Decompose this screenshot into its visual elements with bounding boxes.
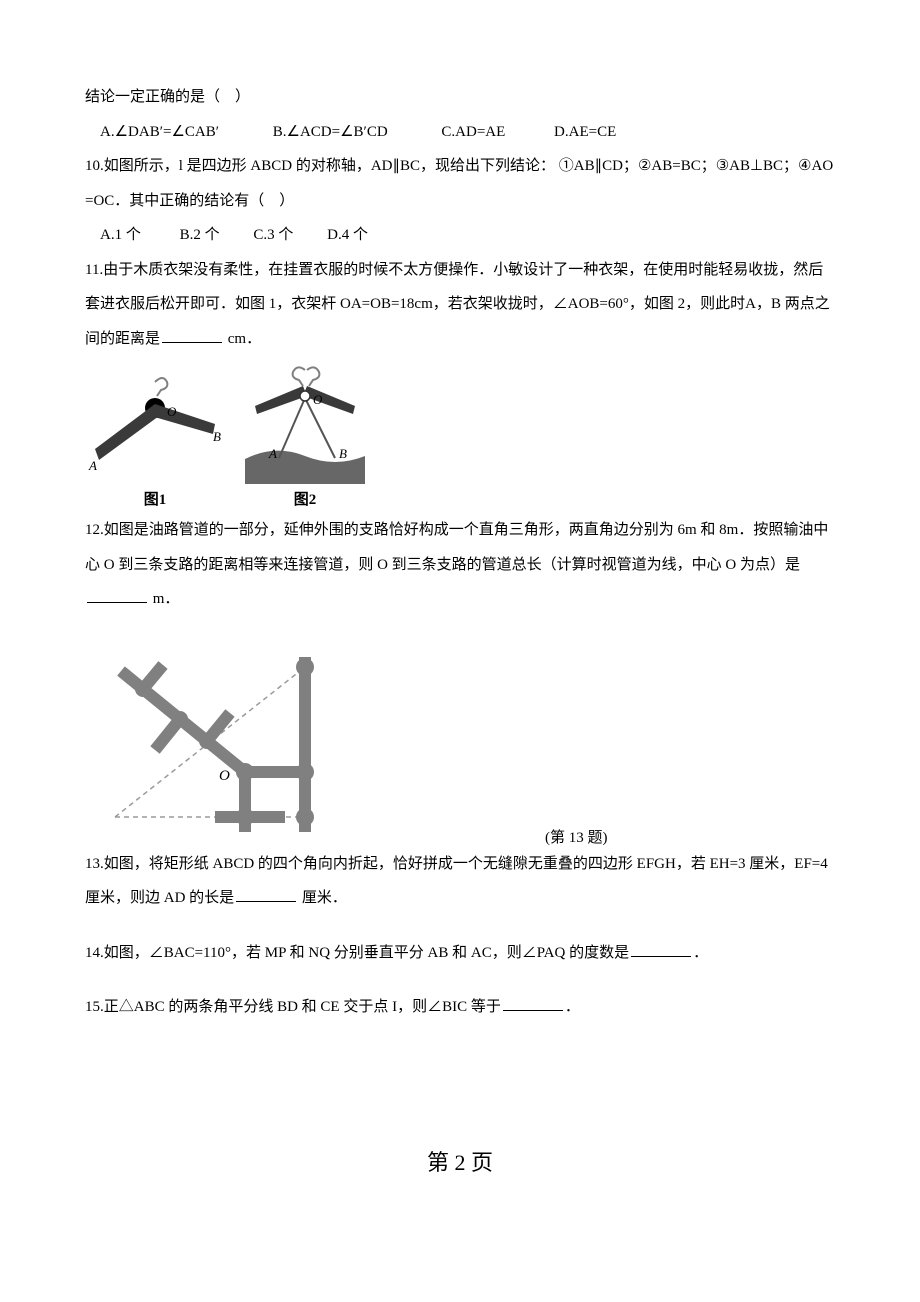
- q13-post: 厘米．: [298, 890, 347, 906]
- choice-d: D.4 个: [327, 218, 368, 253]
- q14-stem: 14.如图，∠BAC=110°，若 MP 和 NQ 分别垂直平分 AB 和 AC…: [85, 936, 835, 971]
- svg-text:O: O: [313, 392, 323, 407]
- choice-d: D.AE=CE: [554, 115, 616, 150]
- blank: [87, 588, 147, 603]
- q-cont-choices: A.∠DAB′=∠CAB′ B.∠ACD=∠B′CD C.AD=AE D.AE=…: [85, 115, 835, 150]
- svg-text:A: A: [268, 446, 277, 461]
- q11-figures: O B A 图1 O A B: [85, 364, 835, 509]
- svg-text:B: B: [213, 429, 221, 444]
- q12-pre: 12.如图是油路管道的一部分，延伸外围的支路恰好构成一个直角三角形，两直角边分别…: [85, 522, 828, 573]
- blank: [236, 887, 296, 902]
- q10-choices: A.1 个 B.2 个 C.3 个 D.4 个: [85, 218, 835, 253]
- svg-text:O: O: [219, 768, 230, 784]
- choice-b: B.2 个: [180, 218, 220, 253]
- q12-figure-row: O (第 13 题): [85, 617, 835, 847]
- q13-pre: 13.如图，将矩形纸 ABCD 的四个角向内折起，恰好拼成一个无缝隙无重叠的四边…: [85, 856, 828, 907]
- fig1-label: 图1: [85, 488, 225, 509]
- svg-text:O: O: [167, 404, 177, 419]
- choice-c: C.AD=AE: [441, 115, 505, 150]
- choice-c: C.3 个: [253, 218, 293, 253]
- q15-stem: 15.正△ABC 的两条角平分线 BD 和 CE 交于点 I，则∠BIC 等于 ．: [85, 990, 835, 1025]
- q13-ref-label: (第 13 题): [545, 826, 608, 847]
- q15-pre: 15.正△ABC 的两条角平分线 BD 和 CE 交于点 I，则∠BIC 等于: [85, 999, 501, 1015]
- svg-text:A: A: [88, 458, 97, 473]
- blank: [631, 942, 691, 957]
- q11-post: cm．: [224, 331, 261, 347]
- q14-pre: 14.如图，∠BAC=110°，若 MP 和 NQ 分别垂直平分 AB 和 AC…: [85, 945, 629, 961]
- q12-stem: 12.如图是油路管道的一部分，延伸外围的支路恰好构成一个直角三角形，两直角边分别…: [85, 513, 835, 617]
- q10-stem: 10.如图所示，l 是四边形 ABCD 的对称轴，AD∥BC，现给出下列结论： …: [85, 149, 835, 218]
- q-cont-stem: 结论一定正确的是（ ）: [85, 80, 835, 115]
- q13-stem: 13.如图，将矩形纸 ABCD 的四个角向内折起，恰好拼成一个无缝隙无重叠的四边…: [85, 847, 835, 916]
- q15-post: ．: [565, 999, 580, 1015]
- choice-b: B.∠ACD=∠B′CD: [273, 115, 388, 150]
- page-number: 第 2 页: [85, 1145, 835, 1177]
- hanger-open-icon: O B A: [85, 374, 225, 484]
- blank: [162, 328, 222, 343]
- svg-text:B: B: [339, 446, 347, 461]
- q11-fig2: O A B 图2: [235, 364, 375, 509]
- q11-stem: 11.由于木质衣架没有柔性，在挂置衣服的时候不太方便操作．小敏设计了一种衣架，在…: [85, 253, 835, 357]
- fig2-label: 图2: [235, 488, 375, 509]
- q11-fig1: O B A 图1: [85, 374, 225, 509]
- hanger-closed-icon: O A B: [235, 364, 375, 484]
- spacer: [85, 916, 835, 936]
- spacer: [85, 970, 835, 990]
- q12-post: m．: [149, 591, 179, 607]
- pipeline-triangle-icon: O: [85, 617, 345, 847]
- q14-post: ．: [693, 945, 708, 961]
- blank: [503, 996, 563, 1011]
- choice-a: A.1 个: [100, 218, 141, 253]
- choice-a: A.∠DAB′=∠CAB′: [100, 115, 219, 150]
